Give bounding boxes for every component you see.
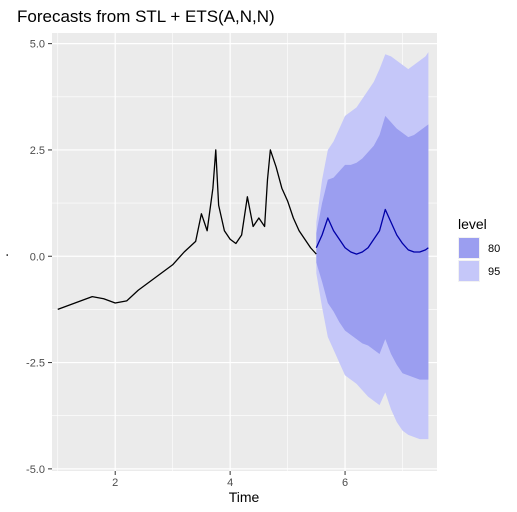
series-lines <box>57 149 429 311</box>
x-tick-label: 2 <box>112 477 118 489</box>
y-tick-label: 0.0 <box>30 251 45 263</box>
legend-title: level <box>458 216 487 232</box>
prediction-intervals <box>316 52 429 440</box>
y-tick-label: 2.5 <box>30 145 45 157</box>
legend-label: 80 <box>488 243 500 255</box>
x-axis: 2 4 6 <box>112 471 348 489</box>
chart-title: Forecasts from STL + ETS(A,N,N) <box>17 7 275 26</box>
y-tick-label: -2.5 <box>26 358 45 370</box>
y-axis: -5.0 -2.5 0.0 2.5 5.0 <box>26 39 52 476</box>
legend-label: 95 <box>488 266 500 278</box>
y-tick-label: -5.0 <box>26 464 45 476</box>
forecast-line <box>315 208 429 255</box>
history-line <box>57 149 317 311</box>
x-tick-label: 6 <box>342 477 348 489</box>
legend-items: 80 95 <box>458 237 500 282</box>
interval-band-80 <box>316 115 429 380</box>
x-axis-title: Time <box>229 489 260 505</box>
legend-swatch-95 <box>459 261 479 281</box>
x-tick-label: 4 <box>227 477 233 489</box>
legend: level 80 95 <box>458 216 500 282</box>
legend-swatch-80 <box>459 238 479 258</box>
y-axis-title: . <box>0 253 11 257</box>
y-tick-label: 5.0 <box>30 39 45 51</box>
